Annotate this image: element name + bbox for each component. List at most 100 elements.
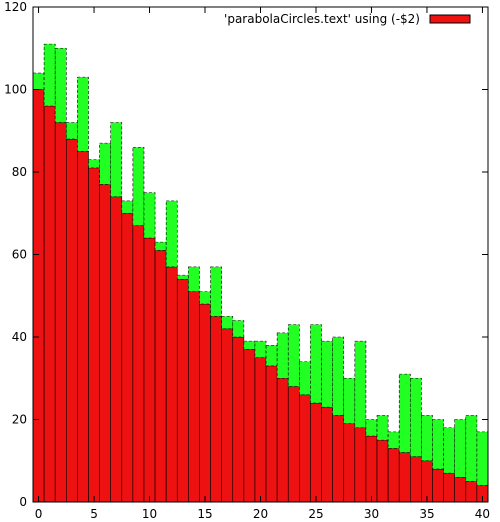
bars-group [32, 43, 489, 503]
bar-top [65, 122, 78, 140]
bar-top [54, 47, 67, 123]
x-tick-label: 0 [35, 507, 43, 521]
bar-top [243, 340, 256, 350]
bar-top [310, 324, 322, 404]
bar-base [354, 427, 367, 503]
bar-top [332, 336, 345, 416]
bar-base [188, 291, 200, 503]
bar-base [176, 278, 189, 503]
bar-base [287, 386, 300, 503]
bar-base [276, 377, 289, 503]
bar-top [454, 419, 467, 478]
bar-base [221, 328, 234, 503]
bar-base [265, 365, 278, 503]
bar-top [121, 200, 134, 214]
bar-top [143, 192, 156, 239]
bar-top [221, 316, 234, 330]
bar-top [199, 291, 211, 305]
bar-top [443, 427, 456, 474]
bar-top [465, 415, 478, 482]
bar-base [143, 237, 156, 503]
bar-base [310, 402, 322, 503]
bar-top [476, 431, 489, 486]
x-tick-label: 40 [475, 507, 490, 521]
bar-base [365, 435, 378, 503]
bar-base [154, 250, 167, 503]
bar-base [432, 468, 444, 503]
bar-top [387, 431, 400, 449]
bar-top [321, 340, 333, 408]
bar-top [421, 415, 433, 462]
bar-top [376, 415, 389, 441]
bar-top [110, 122, 123, 198]
bar-base [254, 357, 267, 503]
bar-top [132, 146, 145, 226]
bar-base [99, 184, 111, 503]
bar-base [88, 167, 100, 503]
bar-top [299, 361, 311, 396]
bar-base [343, 423, 356, 503]
bar-base [54, 122, 67, 503]
x-tick-label: 35 [419, 507, 434, 521]
bar-base [321, 406, 333, 503]
bar-top [265, 344, 278, 367]
bar-base [132, 225, 145, 503]
legend-label: 'parabolaCircles.text' using (-$2) [224, 12, 420, 26]
bar-base [332, 415, 345, 503]
x-tick-label: 15 [197, 507, 212, 521]
y-tick-label: 60 [12, 248, 27, 262]
bar-base [199, 303, 211, 503]
bar-top [77, 76, 89, 152]
bar-base [465, 481, 478, 503]
bar-top [432, 419, 444, 470]
bar-base [165, 266, 178, 503]
bar-top [276, 332, 289, 379]
axes-group: 0 20 40 60 80 100 120 0 5 10 15 20 25 30 35 40 [4, 0, 490, 521]
bar-base [110, 196, 123, 503]
x-tick-label: 30 [364, 507, 379, 521]
y-tick-label: 100 [4, 83, 27, 97]
bar-top [410, 377, 422, 457]
bar-top [176, 274, 189, 280]
bar-base [454, 476, 467, 503]
y-tick-label: 40 [12, 330, 27, 344]
bar-top [188, 266, 200, 292]
x-tick-label: 25 [308, 507, 323, 521]
bar-top [232, 320, 245, 338]
bar-top [43, 43, 56, 107]
bar-top [254, 340, 267, 358]
bar-top [210, 266, 222, 317]
bar-top [287, 324, 300, 387]
bar-base [376, 439, 389, 503]
x-tick-label: 5 [90, 507, 98, 521]
bar-top [99, 142, 111, 185]
bar-base [232, 336, 245, 503]
bar-base [32, 89, 45, 503]
y-tick-label: 80 [12, 165, 27, 179]
legend: 'parabolaCircles.text' using (-$2) [224, 12, 471, 26]
bar-top [365, 419, 378, 437]
bar-base [387, 448, 400, 503]
bar-base [77, 151, 89, 503]
bar-base [299, 394, 311, 503]
bar-top [32, 72, 45, 90]
bar-base [65, 138, 78, 503]
x-tick-label: 20 [253, 507, 268, 521]
bar-top [398, 373, 411, 453]
y-tick-label: 20 [12, 413, 27, 427]
bar-top [88, 159, 100, 169]
bar-top [354, 340, 367, 429]
bar-base [43, 105, 56, 503]
bar-base [410, 456, 422, 503]
bar-top [343, 377, 356, 424]
legend-swatch [429, 14, 471, 24]
bar-base [398, 452, 411, 503]
bar-top [165, 200, 178, 268]
bar-base [210, 316, 222, 503]
y-tick-label: 0 [19, 495, 27, 509]
bar-base [243, 349, 256, 503]
bar-base [421, 460, 433, 503]
bar-base [121, 212, 134, 503]
bar-base [443, 472, 456, 503]
